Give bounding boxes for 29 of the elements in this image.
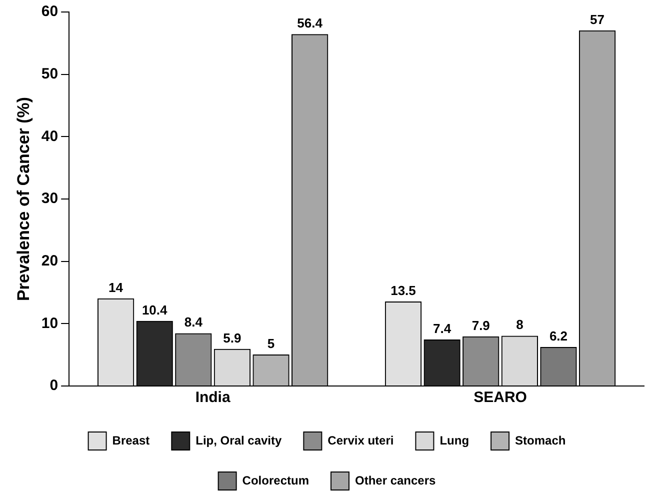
y-tick-label: 0 bbox=[50, 377, 58, 394]
data-label: 6.2 bbox=[549, 328, 568, 344]
y-tick-label: 20 bbox=[41, 252, 58, 270]
data-label: 5 bbox=[267, 336, 275, 351]
y-tick-label: 50 bbox=[41, 65, 58, 82]
legend-label: Stomach bbox=[515, 433, 566, 448]
data-label: 14 bbox=[108, 280, 124, 295]
data-label: 8.4 bbox=[184, 314, 204, 330]
y-tick-label: 10 bbox=[41, 314, 58, 332]
y-tick-label: 40 bbox=[41, 128, 58, 145]
data-label: 57 bbox=[590, 12, 605, 27]
legend-label: Cervix uteri bbox=[328, 433, 394, 448]
y-axis-title: Prevalence of Cancer (%) bbox=[14, 96, 33, 302]
data-label: 7.9 bbox=[472, 318, 490, 333]
y-tick-label: 60 bbox=[41, 3, 58, 20]
data-label: 56.4 bbox=[297, 16, 324, 31]
data-label: 5.9 bbox=[223, 330, 242, 346]
data-label: 8 bbox=[516, 317, 524, 332]
legend-label: Lung bbox=[440, 433, 470, 448]
legend-label: Lip, Oral cavity bbox=[196, 433, 282, 448]
legend-label: Other cancers bbox=[354, 473, 436, 488]
data-label: 10.4 bbox=[142, 302, 168, 318]
data-label: 13.5 bbox=[390, 282, 416, 298]
data-label: 7.4 bbox=[433, 320, 452, 336]
legend-label: Breast bbox=[112, 433, 150, 448]
y-tick-label: 30 bbox=[41, 190, 58, 208]
x-tick-label: India bbox=[195, 389, 231, 406]
x-tick-label: SEARO bbox=[474, 389, 528, 406]
legend-label: Colorectum bbox=[242, 473, 309, 488]
